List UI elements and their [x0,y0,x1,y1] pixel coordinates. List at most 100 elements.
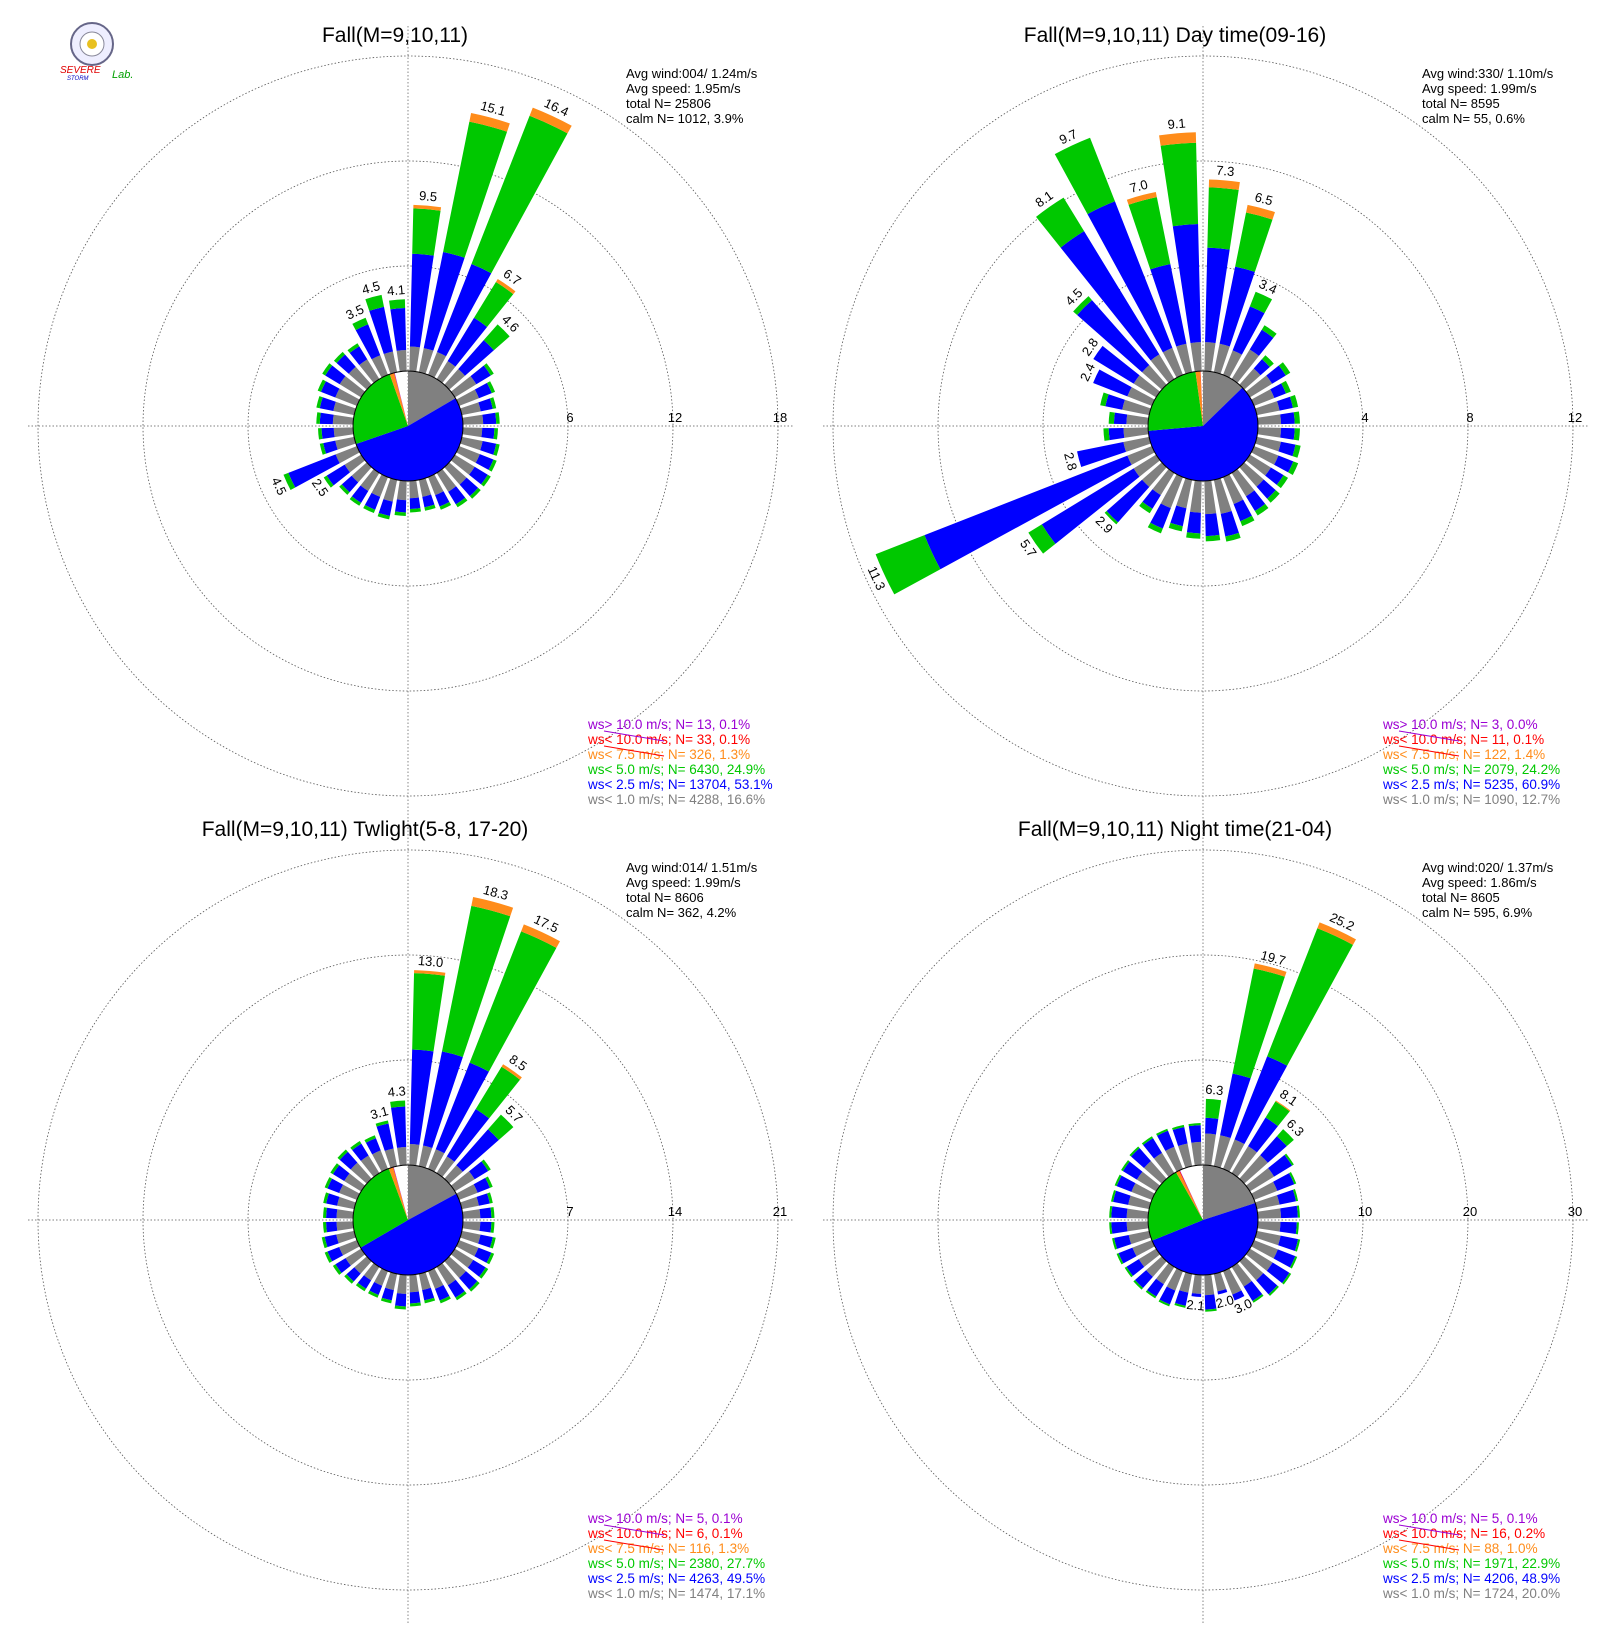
legend-entry: ws< 2.5 m/s; N= 13704, 53.1% [587,777,773,792]
bar-segment [323,1222,327,1233]
ring-label: 4 [1361,410,1368,425]
pie-slice [393,372,408,426]
pie-slice [394,372,408,426]
bar-segment [1213,1135,1231,1168]
ring-2 [937,160,1469,692]
small-bar [1245,1248,1292,1285]
bar-segment [378,499,393,516]
bar-segment [321,1236,328,1249]
small-bar [364,1135,388,1172]
bar-segment [376,1123,394,1151]
small-bar [323,1207,354,1219]
bar-segment [1290,1256,1298,1269]
ring-label: 7 [566,1204,573,1219]
small-bar [349,468,380,506]
small-bar [456,381,496,406]
small-bar [1213,478,1241,542]
bar-segment [1223,350,1242,378]
bar-segment [488,1114,514,1140]
small-bar [322,363,366,398]
bar-segment [1273,1173,1295,1191]
labeled-bar [1223,291,1273,378]
bar-segment [336,1221,354,1231]
bar-segment [469,487,481,499]
bar-segment [339,1151,358,1170]
bar-segment [450,454,475,475]
small-bar [1147,474,1183,534]
ring-label: 21 [773,1204,787,1219]
small-bar [1172,1124,1193,1168]
labeled-bar [375,1120,398,1168]
small-bar [1124,1248,1161,1278]
bar-segment [339,1184,360,1200]
bar-segment [1278,1235,1299,1251]
bar-segment [1128,197,1171,270]
bar-segment [341,475,359,493]
small-bar [394,1274,407,1310]
labeled-bar [283,446,360,491]
bar-segment [1280,1205,1298,1219]
bar-segment [441,905,511,1057]
ring-2 [142,160,674,692]
bar-segment [418,1272,431,1291]
bar-segment [1131,1148,1151,1168]
bar-segment [1245,490,1266,512]
bar-label: 4.5 [268,475,289,498]
small-bar [462,427,498,440]
bar-segment [1231,468,1255,497]
bar-segment [1188,1123,1201,1127]
bar-segment [369,1282,383,1295]
stat-line: calm N= 55, 0.6% [1422,111,1525,126]
ring-label: 30 [1568,1204,1582,1219]
labeled-bar [389,299,407,372]
bar-segment [485,1176,493,1188]
pie-slice [353,374,408,444]
small-bar [323,1221,354,1233]
bar-segment [1106,479,1150,523]
bar-segment [364,1135,376,1143]
stat-line: total N= 8595 [1422,96,1500,111]
legend-line [603,1524,665,1536]
bar-segment [1122,399,1151,416]
small-bar [337,1149,372,1184]
bar-segment [521,924,560,948]
small-bar [418,1272,436,1304]
bar-segment [363,505,376,514]
small-bar [462,1207,495,1219]
bar-segment [875,535,941,595]
small-bar [1141,1136,1175,1178]
small-bar [1255,1189,1299,1210]
stat-line: Avg speed: 1.99m/s [1422,81,1537,96]
bar-segment [283,472,296,491]
bar-segment [1270,383,1286,399]
bar-segment [1277,396,1293,411]
bar-segment [1257,427,1282,438]
small-bar [460,436,500,456]
bar-segment [924,455,1132,570]
bar-segment [344,1274,354,1284]
pie-slice [1148,387,1258,481]
bar-segment [1267,490,1280,503]
legend-entry: ws> 10.0 m/s; N= 5, 0.1% [587,1511,743,1526]
legend-entry: ws< 5.0 m/s; N= 2380, 27.7% [587,1556,765,1571]
bar-segment [1156,1128,1168,1136]
ring-3 [37,55,779,797]
pie-slice [1148,1172,1203,1241]
small-bar [456,1176,493,1200]
bar-segment [493,428,498,440]
bar-segment [1077,442,1126,467]
bar-segment [1284,1153,1294,1166]
labeled-bar [436,1064,522,1178]
bar-segment [332,1264,342,1275]
stat-line: Avg wind:014/ 1.51m/s [626,860,758,875]
bar-segment [469,931,557,1072]
small-bar [1251,446,1299,475]
bar-segment [1239,1256,1264,1281]
bar-segment [350,1141,362,1151]
bar-segment [321,427,335,439]
ring-label: 20 [1463,1204,1477,1219]
bar-segment [322,363,333,376]
legend-entry: ws< 10.0 m/s; N= 16, 0.2% [1382,1526,1545,1541]
bar-segment [1188,1125,1202,1143]
